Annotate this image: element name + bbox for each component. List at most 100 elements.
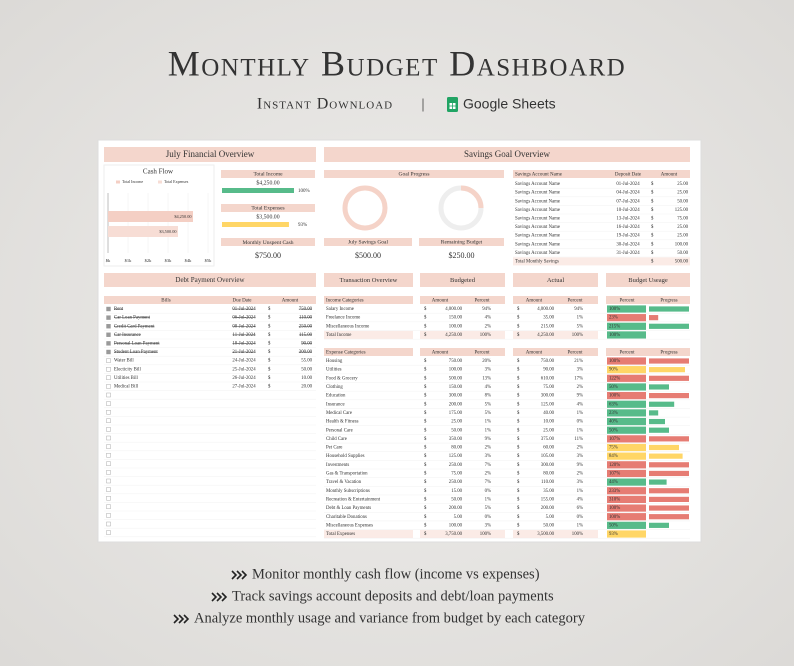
cell-text: Amount	[282, 298, 299, 303]
cell-text: $	[424, 411, 427, 416]
cell-text: Personal Loan Payment	[114, 341, 160, 346]
cell-text: $	[268, 367, 271, 372]
cell-text: $	[268, 307, 271, 312]
cell-text: Percent	[568, 350, 584, 355]
subheader	[419, 238, 504, 246]
cell-text: $	[424, 359, 427, 364]
cell-text: 07-Jul-2024	[616, 199, 640, 204]
goal-value: $500.00	[355, 251, 381, 260]
cell-text: 90.00	[543, 368, 554, 373]
progress-bar	[649, 323, 689, 329]
summary-value: $4,250.00	[256, 179, 279, 186]
progress-bar	[649, 306, 689, 312]
cell-text: $	[424, 523, 427, 528]
usage-label: 122%	[609, 376, 620, 381]
x-tick-label: $4k	[185, 258, 193, 263]
usage-label: 90%	[609, 368, 618, 373]
progress-bar	[649, 367, 685, 373]
cell-text: $	[424, 463, 427, 468]
cell-text: 9%	[577, 394, 583, 399]
cell-text: $	[651, 216, 654, 221]
section-header	[420, 273, 505, 287]
section-title: Debt Payment Overview	[175, 276, 245, 284]
cell-text: $	[517, 480, 520, 485]
section-title: Transaction Overview	[340, 277, 398, 284]
cell-text: $	[517, 420, 520, 425]
usage-label: 40%	[609, 420, 618, 425]
cell-text: 125.00	[675, 208, 689, 213]
sheets-icon	[447, 97, 458, 112]
cell-text: 1%	[577, 489, 583, 494]
cell-text: $	[517, 385, 520, 390]
usage-label: 233%	[609, 489, 620, 494]
cell-text: $	[651, 242, 654, 247]
cell-text: $	[424, 428, 427, 433]
cell-text: $	[517, 402, 520, 407]
cell-text: Miscellaneous Income	[326, 324, 369, 329]
cell-text: 5%	[485, 411, 491, 416]
section-title: Actual	[547, 277, 565, 284]
cell-text: $	[517, 368, 520, 373]
cell-text: $	[268, 350, 271, 355]
progress-bar	[649, 514, 689, 520]
cell-text: 25.00	[677, 191, 688, 196]
bullet-text: Track savings account deposits and debt/…	[232, 588, 554, 604]
cell-text: 1%	[577, 428, 583, 433]
checkbox	[106, 470, 111, 475]
summary-bar	[222, 222, 289, 227]
cell-text: Monthly Unspent Cash	[242, 240, 293, 246]
cell-text: Salary Income	[326, 307, 354, 312]
usage-cell	[607, 530, 646, 538]
cell-text: $	[268, 359, 271, 364]
cell-text: 5%	[577, 324, 583, 329]
cell-text: $	[517, 437, 520, 442]
section-header	[324, 147, 690, 162]
cell-text: $	[517, 359, 520, 364]
checkbox	[106, 375, 111, 380]
progress-bar	[649, 462, 689, 468]
cell-text: 80.00	[451, 446, 462, 451]
cell-text: Percent	[568, 298, 584, 303]
cell-text: 94%	[574, 307, 583, 312]
cell-text: $	[517, 497, 520, 502]
cell-text: Utilities	[326, 368, 342, 373]
cell-text: Gas & Transportation	[326, 472, 368, 477]
x-tick-label: $k	[106, 258, 111, 263]
cell-text: 10.00	[543, 420, 554, 425]
cell-text: 75.00	[451, 472, 462, 477]
cell-text: $	[424, 437, 427, 442]
progress-bar	[649, 315, 659, 321]
cell-text: 4,250.00	[445, 333, 462, 338]
cell-text: 50.00	[543, 523, 554, 528]
cell-text: 0%	[485, 515, 491, 520]
usage-label: 100%	[609, 394, 620, 399]
cell-text: $	[517, 506, 520, 511]
checkbox	[106, 435, 111, 441]
cell-text: Expense Categories	[326, 350, 366, 355]
cell-text: $	[651, 182, 654, 187]
cell-text: Housing	[326, 359, 343, 364]
usage-cell	[607, 504, 646, 512]
cell-text: 2%	[577, 472, 583, 477]
cell-text: 25-Jul-2024	[232, 367, 256, 372]
cell-text: 0%	[577, 515, 583, 520]
cell-text: $	[268, 333, 271, 338]
subheader	[324, 170, 504, 178]
separator: |	[421, 96, 424, 112]
cell-text: $	[424, 316, 427, 321]
cell-text: 5.00	[546, 515, 555, 520]
cell-text: 4,000.00	[537, 307, 554, 312]
cell-text: Progress	[660, 298, 677, 303]
cell-text: 25.00	[677, 182, 688, 187]
cell-text: Credit Card Payment	[114, 324, 155, 329]
section-header	[606, 273, 690, 287]
bullet-text: Analyze monthly usage and variance from …	[194, 610, 586, 626]
cell-text: $	[424, 385, 427, 390]
summary-label-cell	[221, 204, 315, 212]
cell-text: 215.00	[541, 324, 555, 329]
cell-text: 20%	[482, 359, 491, 364]
progress-bar	[649, 436, 689, 442]
usage-cell	[607, 392, 646, 400]
section-header	[513, 273, 598, 287]
progress-bar	[649, 470, 689, 477]
